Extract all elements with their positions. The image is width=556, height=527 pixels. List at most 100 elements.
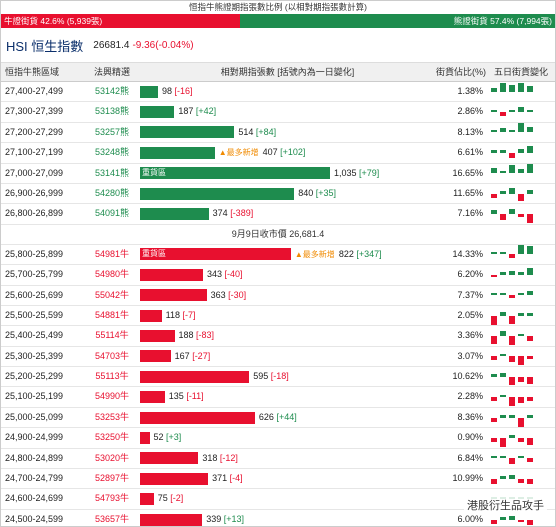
product-code-link[interactable]: 53138熊 <box>94 106 130 117</box>
five-day-bar <box>491 150 497 153</box>
five-day-minichart <box>491 204 551 223</box>
product-code-link[interactable]: 53250牛 <box>94 432 130 443</box>
contracts-label: 135 [-11] <box>169 387 204 406</box>
share-pct: 14.33% <box>452 248 483 259</box>
share-pct: 6.84% <box>457 452 483 463</box>
product-code-link[interactable]: 54980牛 <box>94 269 130 280</box>
contracts-label: 318 [-12] <box>202 449 238 468</box>
contracts-value: 374 <box>212 208 231 219</box>
five-day-bar <box>518 333 524 336</box>
product-code-link[interactable]: 53020牛 <box>94 452 130 463</box>
range-cell: 26,900-26,999 <box>5 187 64 198</box>
share-pct: 3.36% <box>457 330 483 341</box>
five-day-bar <box>500 128 506 133</box>
contracts-bar-wrap: 595 [-18] <box>140 367 435 386</box>
product-code-link[interactable]: 54881牛 <box>94 309 130 320</box>
col-five-day: 五日街貨變化 <box>493 67 548 77</box>
five-day-bar <box>527 189 533 194</box>
contracts-bar <box>140 126 235 139</box>
five-day-bar <box>500 394 506 398</box>
contracts-value: 626 <box>258 411 277 422</box>
five-day-bar <box>491 193 497 198</box>
product-code-link[interactable]: 53257熊 <box>94 126 130 137</box>
product-code-link[interactable]: 53248熊 <box>94 147 130 158</box>
bear-row: 27,100-27,199 53248熊 ▲最多新增 407 [+102] 6.61% <box>1 143 555 164</box>
product-code-link[interactable]: 54990牛 <box>94 391 130 402</box>
contracts-bar <box>140 289 207 302</box>
contracts-change: [+13] <box>223 513 245 524</box>
product-code-link[interactable]: 52897牛 <box>94 473 130 484</box>
contracts-change: [-18] <box>270 371 289 382</box>
product-code-link[interactable]: 54280熊 <box>94 187 130 198</box>
bull-row: 25,500-25,599 54881牛 118 [-7] 2.05% <box>1 306 555 327</box>
contracts-bar-wrap: 188 [-83] <box>140 326 435 345</box>
contracts-bar-wrap: ▲最多新增 407 [+102] <box>140 143 435 162</box>
contracts-cell: 167 [-27] <box>137 347 435 366</box>
contracts-change: [+347] <box>356 248 382 259</box>
bull-ratio-segment: 牛證街貨 42.6% (5,939張) <box>1 14 240 28</box>
contracts-label: 187 [+42] <box>178 102 216 121</box>
five-day-bar <box>527 519 533 525</box>
product-code-link[interactable]: 54091熊 <box>94 208 130 219</box>
five-day-minichart <box>491 286 551 305</box>
contracts-bar-wrap: 318 [-12] <box>140 449 435 468</box>
share-pct: 2.05% <box>457 309 483 320</box>
range-cell: 25,800-25,899 <box>5 248 64 259</box>
five-day-cell <box>487 510 555 526</box>
share-pct: 10.99% <box>452 473 483 484</box>
range-cell: 25,300-25,399 <box>5 350 64 361</box>
contracts-cell: 363 [-30] <box>137 286 435 305</box>
range-cell: 25,600-25,699 <box>5 289 64 300</box>
five-day-bar <box>509 254 515 259</box>
five-day-bar <box>527 335 533 342</box>
five-day-bar <box>491 417 497 422</box>
product-code-link[interactable]: 53142熊 <box>94 86 130 96</box>
contracts-bar <box>140 391 165 404</box>
contracts-cell: 135 [-11] <box>137 387 435 406</box>
five-day-bar <box>491 210 497 215</box>
five-day-bar <box>527 267 533 275</box>
contracts-bar-wrap: 343 [-40] <box>140 265 435 284</box>
product-code-link[interactable]: 54981牛 <box>94 248 130 259</box>
five-day-bar <box>509 129 515 133</box>
contracts-bar-wrap: 98 [-16] <box>140 82 435 101</box>
five-day-bar <box>518 455 524 459</box>
product-code-link[interactable]: 53253牛 <box>94 411 130 422</box>
range-cell: 27,300-27,399 <box>5 106 64 117</box>
range-cell: 27,000-27,099 <box>5 167 64 178</box>
contracts-cell: 840 [+35] <box>137 184 435 203</box>
five-day-bar <box>527 356 533 359</box>
bear-row: 27,200-27,299 53257熊 514 [+84] 8.13% <box>1 123 555 144</box>
product-code-link[interactable]: 53657牛 <box>94 513 130 524</box>
five-day-bar <box>491 109 497 113</box>
five-day-bar <box>527 415 533 418</box>
five-day-bar <box>509 435 515 438</box>
contracts-change: [+79] <box>359 167 380 178</box>
five-day-bar <box>500 330 506 336</box>
five-day-bar <box>518 272 524 275</box>
contracts-change: [-30] <box>228 289 247 300</box>
watermark: 港股衍生品攻手 <box>464 496 547 514</box>
product-code-link[interactable]: 54703牛 <box>94 350 130 361</box>
five-day-minichart <box>491 326 551 345</box>
contracts-cell: 339 [+13] <box>137 510 435 526</box>
five-day-bar <box>509 415 515 418</box>
col-pct: 街貨佔比(%) <box>436 67 486 77</box>
product-code-link[interactable]: 55042牛 <box>94 289 130 300</box>
index-name: HSI 恒生指數 <box>6 38 84 54</box>
bull-rows: 25,800-25,899 54981牛 重貨區 ▲最多新增 822 [+347] 14.… <box>1 245 555 526</box>
five-day-bar <box>509 335 515 345</box>
product-code-link[interactable]: 55114牛 <box>95 330 129 341</box>
product-code-link[interactable]: 54793牛 <box>94 493 130 504</box>
five-day-bar <box>518 478 524 483</box>
contracts-bar <box>140 411 255 424</box>
contracts-value: 407 <box>262 147 281 158</box>
product-code-link[interactable]: 53141熊 <box>94 167 130 178</box>
contracts-bar <box>140 85 158 98</box>
five-day-bar <box>527 397 533 402</box>
product-code-link[interactable]: 55113牛 <box>95 371 129 382</box>
contracts-label: 514 [+84] <box>238 123 276 142</box>
contracts-bar <box>140 472 209 485</box>
five-day-minichart <box>491 347 551 366</box>
